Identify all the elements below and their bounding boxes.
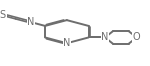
Text: O: O bbox=[133, 32, 140, 42]
Text: N: N bbox=[63, 38, 70, 48]
Text: N: N bbox=[27, 17, 34, 27]
Text: S: S bbox=[0, 10, 5, 20]
Text: N: N bbox=[101, 32, 109, 42]
